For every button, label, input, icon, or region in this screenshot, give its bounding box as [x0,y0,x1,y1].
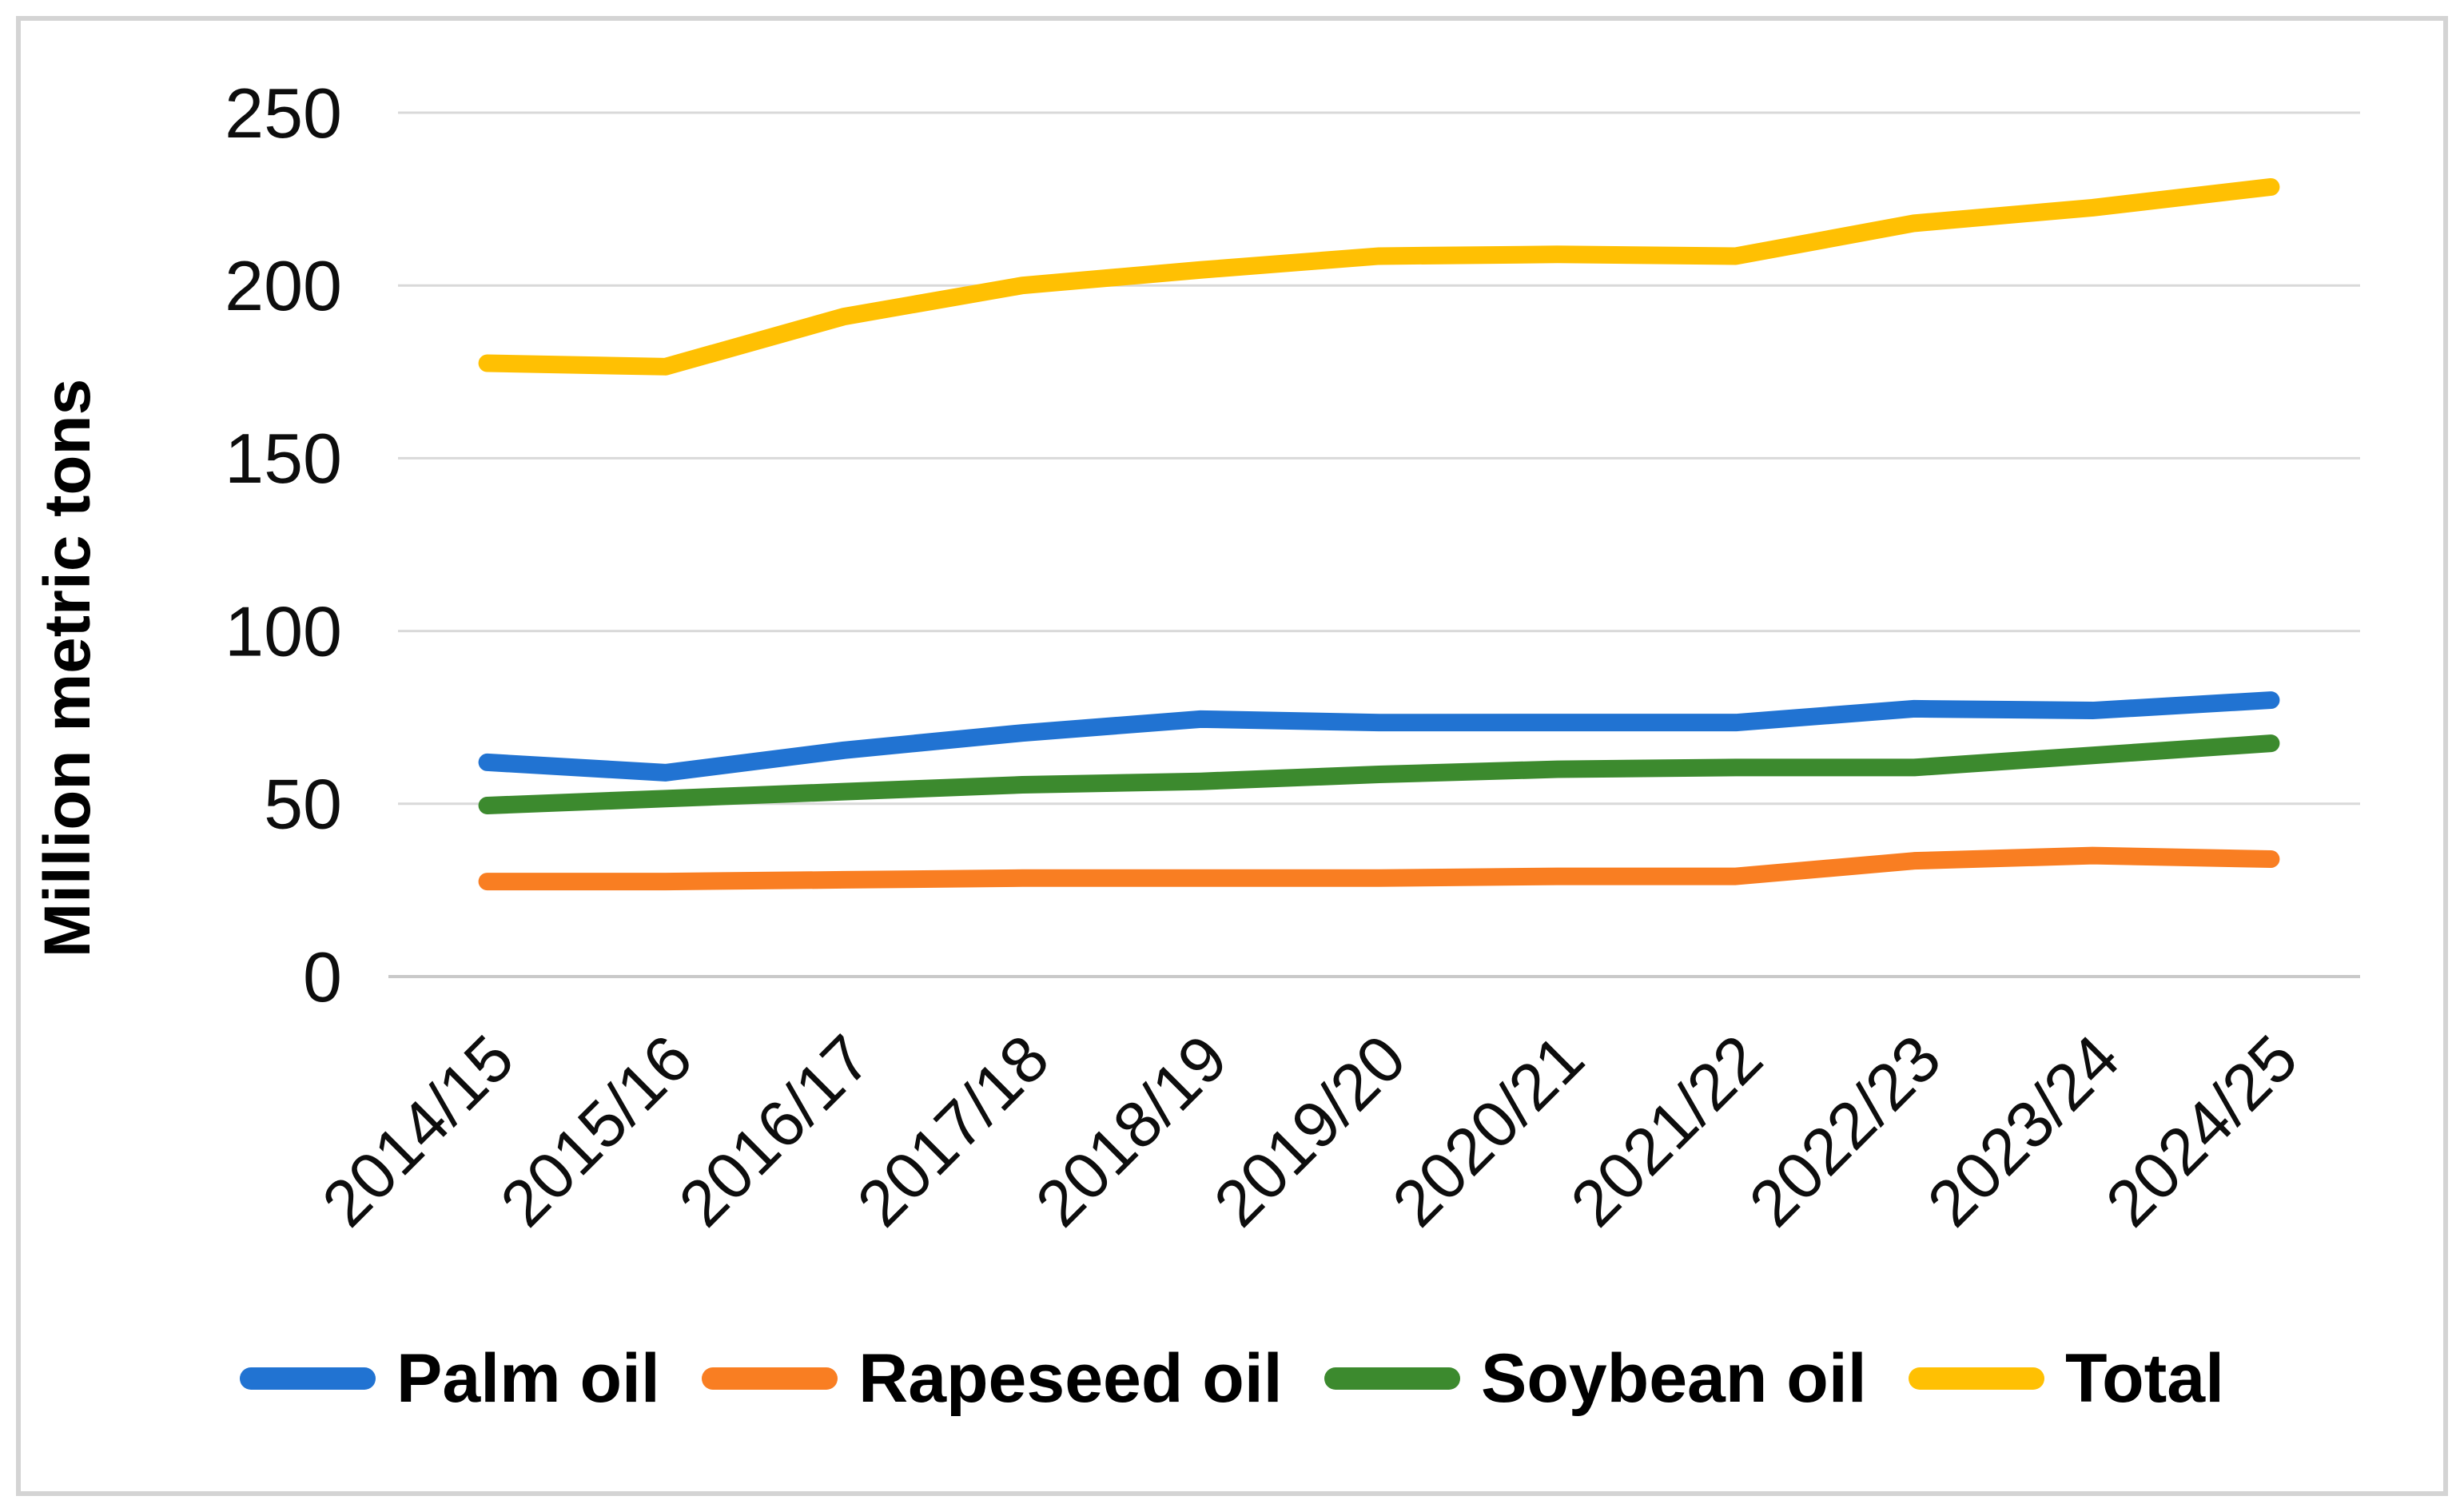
x-tick-label-2015-16: 2015/16 [488,1021,707,1240]
legend-label: Soybean oil [1480,1340,1867,1417]
legend-item-total: Total [1908,1340,2224,1417]
gridlines [388,111,2360,978]
x-tick-label-2014-15: 2014/15 [308,1021,527,1240]
series-line-soybean-oil [478,734,2280,814]
chart-legend: Palm oil Rapeseed oil Soybean oil Total [240,1327,2224,1430]
series-line-palm-oil [478,691,2280,782]
legend-item-palm-oil: Palm oil [240,1344,660,1413]
legend-swatch-icon [1324,1367,1460,1390]
x-tick-label-2021-22: 2021/22 [1558,1021,1777,1240]
y-axis-title: Million metric tons [31,379,104,957]
series-line-rapeseed-oil [478,846,2280,891]
legend-item-soybean-oil: Soybean oil [1324,1344,1867,1413]
x-tick-label-2020-21: 2020/21 [1379,1021,1598,1240]
y-tick-label-150: 150 [225,419,342,498]
legend-swatch-icon [1908,1367,2044,1390]
x-tick-label-2018-19: 2018/19 [1022,1021,1241,1240]
y-tick-label-50: 50 [264,765,342,844]
y-tick-label-250: 250 [225,74,342,153]
legend-swatch-icon [240,1367,376,1390]
x-tick-label-2023-24: 2023/24 [1914,1021,2133,1240]
x-tick-label-2016-17: 2016/17 [666,1021,885,1240]
data-series-lines [478,177,2280,891]
series-line-total [478,177,2280,376]
legend-label: Rapeseed oil [858,1340,1283,1417]
y-tick-label-100: 100 [225,591,342,670]
x-tick-label-2019-20: 2019/20 [1200,1021,1419,1240]
x-tick-label-2024-25: 2024/25 [2092,1021,2311,1240]
x-axis-tick-labels: 2014/152015/162016/172017/182018/192019/… [308,1021,2311,1240]
legend-swatch-icon [702,1367,838,1390]
x-tick-label-2017-18: 2017/18 [844,1021,1063,1240]
y-axis-tick-labels: 0 50 100 150 200 250 [225,74,342,1017]
legend-label: Palm oil [396,1340,660,1417]
y-tick-label-0: 0 [303,937,342,1017]
y-tick-label-200: 200 [225,246,342,325]
legend-label: Total [2064,1340,2224,1417]
legend-item-rapeseed-oil: Rapeseed oil [702,1344,1283,1413]
x-tick-label-2022-23: 2022/23 [1736,1021,1955,1240]
